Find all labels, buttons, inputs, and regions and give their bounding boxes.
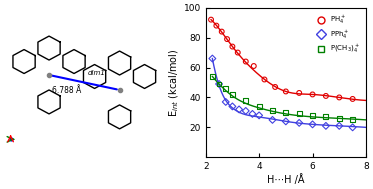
Point	[323, 115, 329, 118]
Point	[310, 114, 316, 117]
Point	[283, 90, 289, 93]
Point	[310, 93, 316, 96]
Point	[336, 96, 342, 99]
Point	[269, 118, 275, 121]
Point	[323, 94, 329, 98]
Point	[350, 97, 355, 100]
Point	[336, 117, 342, 120]
Point	[250, 112, 256, 115]
Point	[209, 75, 215, 78]
Point	[229, 105, 235, 108]
Point	[213, 24, 219, 27]
Point	[296, 121, 302, 124]
Point	[208, 18, 214, 21]
Point	[283, 111, 289, 114]
Text: dim1: dim1	[88, 70, 106, 76]
X-axis label: H⋯H /Å: H⋯H /Å	[267, 174, 305, 185]
Point	[229, 93, 235, 96]
Point	[209, 57, 215, 60]
Point	[350, 118, 355, 121]
Point	[272, 85, 278, 88]
Point	[243, 109, 249, 112]
Point	[235, 51, 241, 54]
Point	[229, 45, 235, 48]
Point	[296, 112, 302, 115]
Point	[216, 82, 222, 85]
Point	[310, 123, 316, 126]
Point	[256, 114, 262, 117]
Point	[236, 108, 242, 111]
Point	[261, 78, 267, 81]
Point	[243, 99, 249, 102]
Point	[216, 82, 222, 85]
Point	[243, 60, 249, 63]
Point	[223, 87, 229, 90]
Point	[269, 109, 275, 112]
Point	[350, 126, 355, 129]
Point	[296, 91, 302, 94]
Point	[283, 120, 289, 123]
Y-axis label: E$_{int}$ (kcal/mol): E$_{int}$ (kcal/mol)	[167, 48, 181, 117]
Point	[251, 64, 257, 67]
Legend: PH$_4^+$, PPh$_4^+$, P(CH$_3$)$_4^+$: PH$_4^+$, PPh$_4^+$, P(CH$_3$)$_4^+$	[311, 11, 363, 58]
Text: 6.788 Å: 6.788 Å	[52, 86, 81, 95]
Point	[323, 124, 329, 127]
Point	[224, 38, 230, 41]
Point	[223, 100, 229, 103]
Point	[256, 105, 262, 108]
Point	[219, 30, 225, 33]
Point	[336, 124, 342, 127]
